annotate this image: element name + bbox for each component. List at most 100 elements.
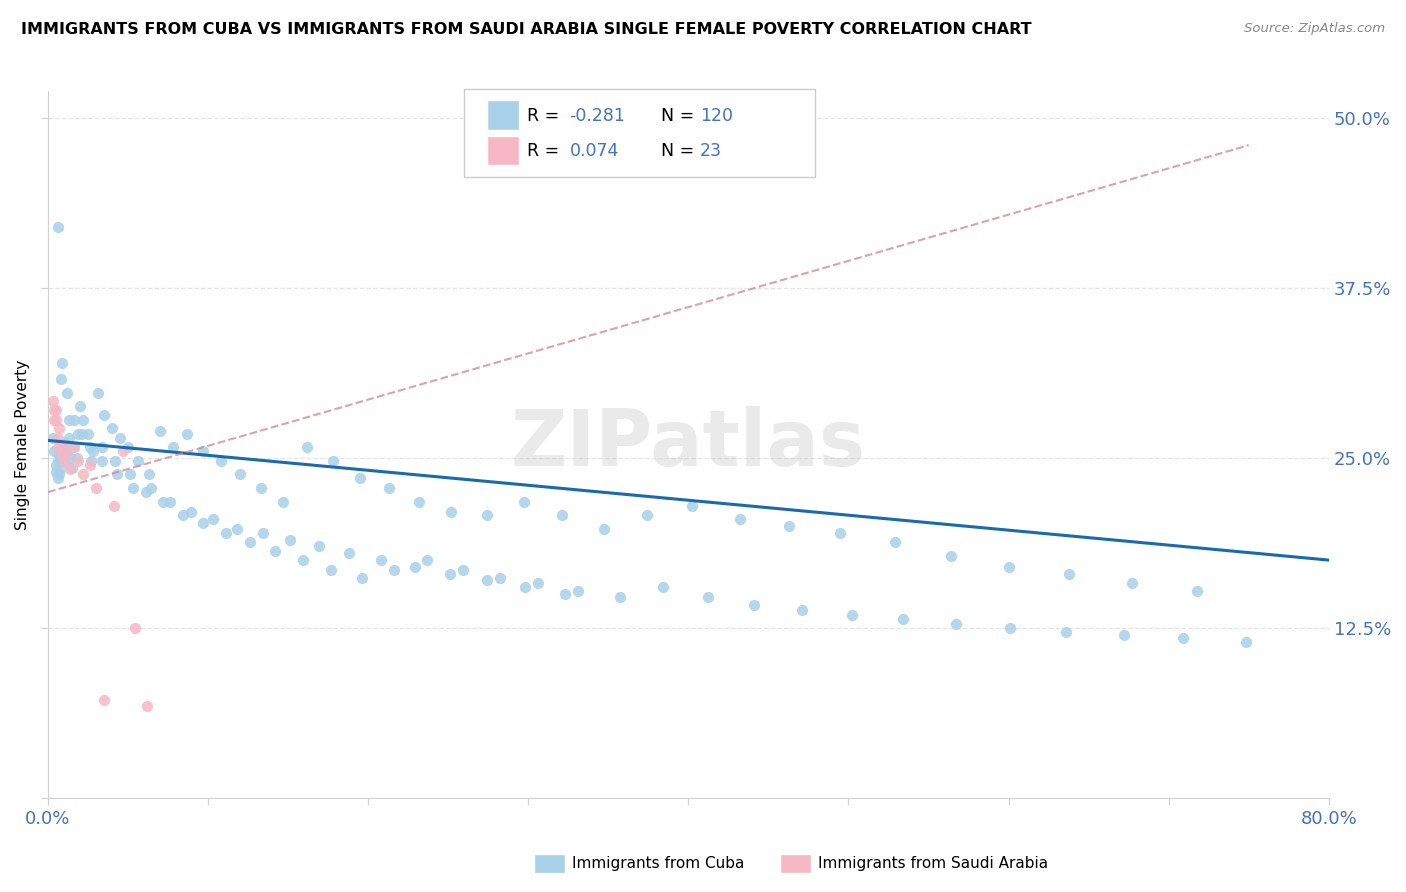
Point (93, 693, 115, 707)
Point (45, 403, 67, 417)
Text: ZIPatlas: ZIPatlas (510, 407, 866, 483)
Point (778, 519, 800, 533)
Point (172, 508, 194, 523)
Point (180, 506, 202, 520)
Point (439, 566, 461, 581)
Point (72, 467, 94, 482)
Point (118, 467, 141, 482)
Point (86, 385, 108, 400)
Text: Immigrants from Saudi Arabia: Immigrants from Saudi Arabia (818, 856, 1049, 871)
Point (451, 563, 474, 577)
Point (49, 440, 72, 454)
Point (728, 512, 751, 526)
Text: R =: R = (527, 107, 565, 125)
Point (56, 444, 79, 458)
Text: N =: N = (661, 142, 700, 160)
Text: Source: ZipAtlas.com: Source: ZipAtlas.com (1244, 22, 1385, 36)
Y-axis label: Single Female Poverty: Single Female Poverty (15, 359, 30, 530)
Text: -0.281: -0.281 (569, 107, 626, 125)
Point (44, 403, 66, 417)
Point (349, 471, 371, 485)
Point (67, 454, 90, 468)
Point (370, 553, 392, 567)
Point (488, 571, 510, 585)
Point (49, 437, 72, 451)
Point (93, 408, 115, 422)
Point (554, 587, 576, 601)
Point (48, 448, 70, 462)
Point (291, 553, 314, 567)
Point (475, 574, 498, 588)
Point (77, 426, 100, 441)
Point (84, 481, 107, 495)
Point (45, 413, 67, 427)
Point (404, 560, 426, 574)
Point (512, 494, 534, 508)
Point (59, 462, 82, 476)
Point (830, 525, 852, 540)
Point (1112, 628, 1135, 642)
Point (42, 393, 65, 408)
Point (136, 698, 159, 713)
Point (124, 621, 146, 635)
Point (91, 440, 114, 454)
Point (226, 522, 249, 536)
Point (193, 444, 215, 458)
Point (127, 454, 149, 468)
Point (636, 508, 658, 523)
Point (1054, 625, 1077, 640)
Point (138, 467, 160, 482)
Point (139, 481, 162, 495)
Point (67, 426, 90, 441)
Point (48, 421, 70, 435)
Point (56, 444, 79, 458)
Point (651, 580, 673, 594)
Point (201, 512, 224, 526)
Text: 0.074: 0.074 (569, 142, 619, 160)
Point (551, 508, 574, 523)
Point (46, 219, 69, 234)
Point (82, 444, 104, 458)
Point (382, 563, 405, 577)
Point (104, 454, 127, 468)
Point (696, 590, 718, 604)
Point (998, 621, 1021, 635)
Point (193, 516, 215, 531)
Text: R =: R = (527, 142, 565, 160)
Point (79, 440, 101, 454)
Point (297, 440, 319, 454)
Point (152, 494, 174, 508)
Point (350, 571, 373, 585)
Point (53, 454, 76, 468)
Point (70, 426, 93, 441)
Point (66, 451, 89, 466)
Point (176, 426, 198, 441)
Point (278, 533, 301, 547)
Point (45, 465, 67, 479)
Point (112, 444, 135, 458)
Text: N =: N = (661, 107, 700, 125)
Point (215, 525, 238, 540)
Point (1171, 631, 1194, 645)
Point (252, 525, 274, 540)
Point (250, 481, 273, 495)
Text: 120: 120 (700, 107, 733, 125)
Point (321, 563, 343, 577)
Point (80, 454, 103, 468)
Point (322, 454, 344, 468)
Point (997, 560, 1019, 574)
Point (592, 522, 614, 536)
Point (46, 431, 69, 445)
Point (841, 607, 863, 622)
Point (48, 467, 70, 482)
Point (45, 458, 67, 472)
Text: IMMIGRANTS FROM CUBA VS IMMIGRANTS FROM SAUDI ARABIA SINGLE FEMALE POVERTY CORRE: IMMIGRANTS FROM CUBA VS IMMIGRANTS FROM … (21, 22, 1032, 37)
Point (273, 494, 295, 508)
Point (408, 494, 430, 508)
Point (440, 506, 463, 520)
Text: 23: 23 (700, 142, 723, 160)
Point (264, 543, 287, 558)
Text: Immigrants from Cuba: Immigrants from Cuba (572, 856, 745, 871)
Point (49, 372, 72, 386)
Point (60, 460, 83, 475)
